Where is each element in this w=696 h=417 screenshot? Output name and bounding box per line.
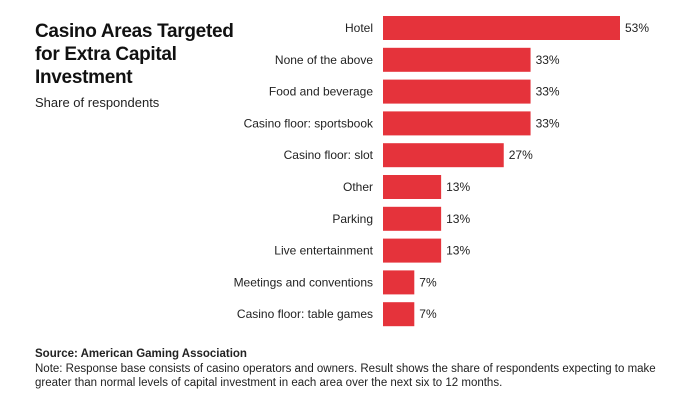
bar-casino-floor-sportsbook xyxy=(383,111,531,136)
category-label: Food and beverage xyxy=(269,85,373,99)
category-label: Casino floor: slot xyxy=(284,148,374,162)
bar-other xyxy=(383,175,442,199)
category-label: None of the above xyxy=(275,53,373,67)
chart-subtitle: Share of respondents xyxy=(35,95,160,110)
note-text: Note: Response base consists of casino o… xyxy=(35,362,656,390)
bar-hotel xyxy=(383,16,620,40)
value-label: 7% xyxy=(419,307,437,321)
value-label: 53% xyxy=(625,21,649,35)
bar-parking xyxy=(383,206,442,231)
value-label: 7% xyxy=(419,275,437,289)
value-label: 33% xyxy=(536,53,560,67)
category-label: Casino floor: table games xyxy=(237,307,373,321)
value-label: 13% xyxy=(446,244,470,258)
category-label: Casino floor: sportsbook xyxy=(244,116,374,130)
value-label: 13% xyxy=(446,212,470,226)
value-label: 13% xyxy=(446,180,470,194)
category-label: Meetings and conventions xyxy=(234,275,373,289)
bar-none-of-the-above xyxy=(383,47,531,72)
bar-food-and-beverage xyxy=(383,79,531,104)
category-label: Parking xyxy=(332,212,373,226)
value-label: 33% xyxy=(536,116,560,130)
source-text: Source: American Gaming Association xyxy=(35,348,247,360)
value-label: 27% xyxy=(509,148,533,162)
bar-live-entertainment xyxy=(383,238,442,263)
category-label: Hotel xyxy=(345,21,373,35)
chart-footer: Source: American Gaming Association Note… xyxy=(35,347,675,391)
chart-title: Casino Areas Targeted for Extra Capital … xyxy=(35,21,234,88)
category-label: Other xyxy=(343,180,373,194)
value-label: 33% xyxy=(536,85,560,99)
category-label: Live entertainment xyxy=(274,244,373,258)
bar-meetings-and-conventions xyxy=(383,270,415,295)
bar-casino-floor-slot xyxy=(383,143,504,168)
bar-casino-floor-table-games xyxy=(383,302,415,327)
